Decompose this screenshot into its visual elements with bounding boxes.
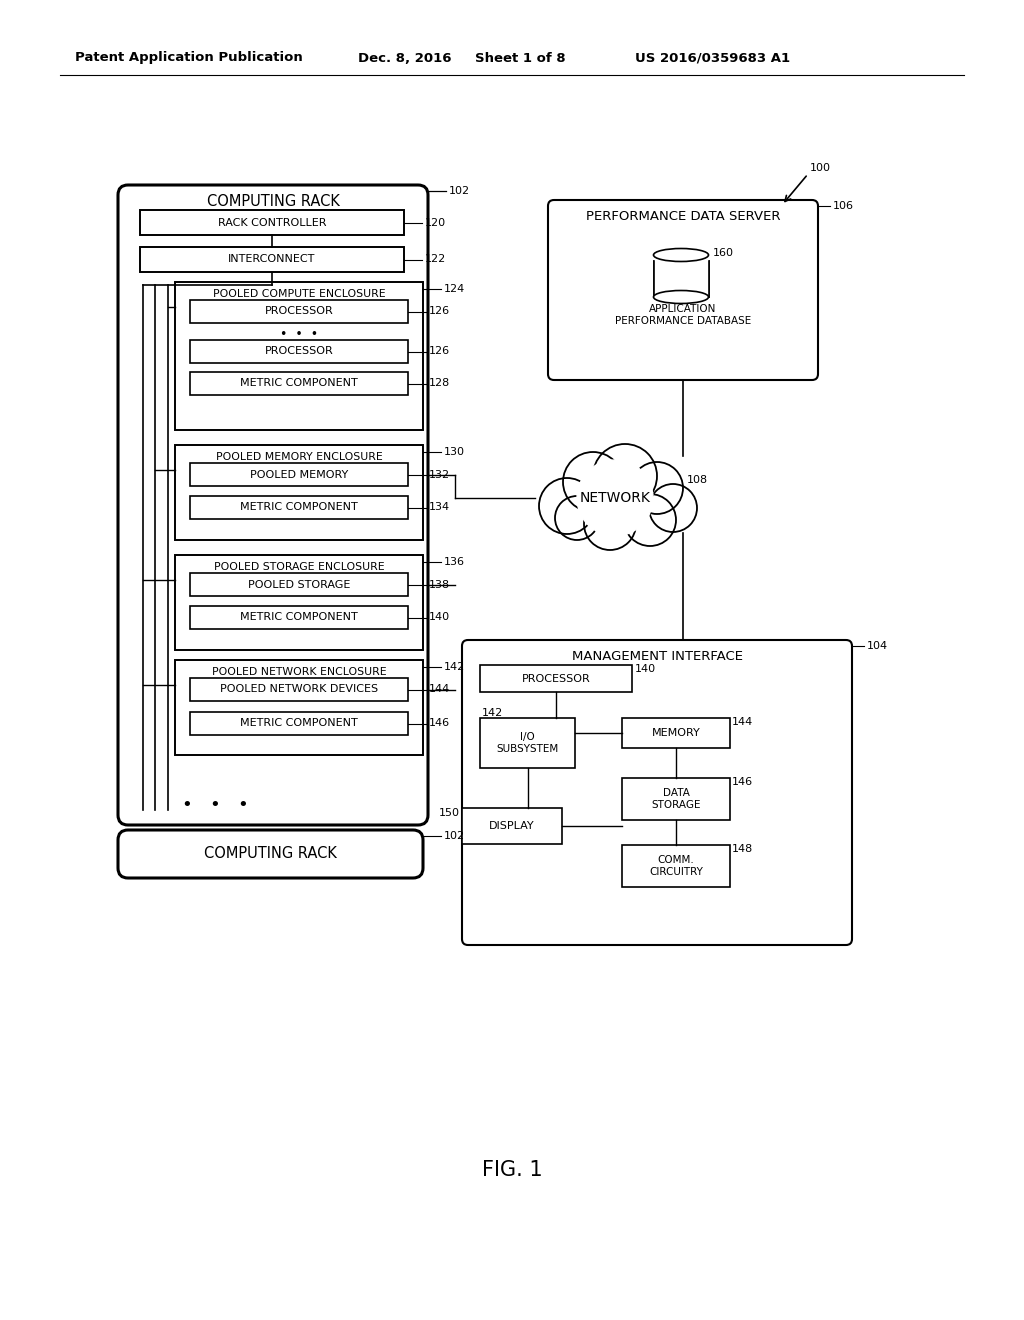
Text: 132: 132 xyxy=(429,470,451,479)
Ellipse shape xyxy=(653,248,709,261)
Text: METRIC COMPONENT: METRIC COMPONENT xyxy=(240,503,357,512)
Text: 136: 136 xyxy=(444,557,465,568)
Text: 146: 146 xyxy=(732,777,753,787)
Bar xyxy=(190,341,408,363)
Text: POOLED STORAGE ENCLOSURE: POOLED STORAGE ENCLOSURE xyxy=(214,562,384,572)
Bar xyxy=(462,808,562,843)
Text: 128: 128 xyxy=(429,379,451,388)
Circle shape xyxy=(555,496,599,540)
Text: 142: 142 xyxy=(444,663,465,672)
Text: •   •   •: • • • xyxy=(181,796,249,814)
Ellipse shape xyxy=(653,290,709,304)
Text: Patent Application Publication: Patent Application Publication xyxy=(75,51,303,65)
Bar xyxy=(190,573,408,597)
Text: Sheet 1 of 8: Sheet 1 of 8 xyxy=(475,51,565,65)
Text: 130: 130 xyxy=(444,447,465,457)
Text: DISPLAY: DISPLAY xyxy=(489,821,535,832)
Text: 108: 108 xyxy=(687,475,709,484)
Text: 126: 126 xyxy=(429,346,451,356)
Text: APPLICATION
PERFORMANCE DATABASE: APPLICATION PERFORMANCE DATABASE xyxy=(614,304,752,326)
Text: POOLED NETWORK ENCLOSURE: POOLED NETWORK ENCLOSURE xyxy=(212,667,386,677)
Bar xyxy=(190,711,408,735)
Text: POOLED MEMORY: POOLED MEMORY xyxy=(250,470,348,479)
Text: MANAGEMENT INTERFACE: MANAGEMENT INTERFACE xyxy=(571,649,742,663)
Text: •  •  •: • • • xyxy=(280,327,318,341)
Bar xyxy=(622,777,730,820)
Text: 126: 126 xyxy=(429,306,451,317)
Text: 160: 160 xyxy=(713,248,733,257)
Circle shape xyxy=(631,462,683,513)
Bar xyxy=(190,463,408,486)
Text: 102: 102 xyxy=(449,186,470,195)
Bar xyxy=(190,372,408,395)
Text: RACK CONTROLLER: RACK CONTROLLER xyxy=(218,218,327,227)
Bar xyxy=(140,247,404,272)
Text: I/O
SUBSYSTEM: I/O SUBSYSTEM xyxy=(497,733,559,754)
Bar xyxy=(190,496,408,519)
Bar xyxy=(622,845,730,887)
Text: POOLED COMPUTE ENCLOSURE: POOLED COMPUTE ENCLOSURE xyxy=(213,289,385,300)
Circle shape xyxy=(539,478,595,535)
Text: 146: 146 xyxy=(429,718,451,729)
Bar xyxy=(190,606,408,630)
Circle shape xyxy=(624,494,676,546)
Circle shape xyxy=(649,484,697,532)
Text: 134: 134 xyxy=(429,503,451,512)
Bar xyxy=(175,282,423,430)
Text: INTERCONNECT: INTERCONNECT xyxy=(228,255,315,264)
Circle shape xyxy=(577,459,653,536)
Text: PROCESSOR: PROCESSOR xyxy=(264,306,334,317)
Text: PROCESSOR: PROCESSOR xyxy=(521,673,591,684)
Text: 142: 142 xyxy=(482,708,503,718)
FancyBboxPatch shape xyxy=(548,201,818,380)
Bar xyxy=(190,300,408,323)
Circle shape xyxy=(563,451,623,512)
Text: 122: 122 xyxy=(425,255,446,264)
Text: DATA
STORAGE: DATA STORAGE xyxy=(651,788,700,809)
Bar xyxy=(175,445,423,540)
Text: METRIC COMPONENT: METRIC COMPONENT xyxy=(240,612,357,623)
Text: 100: 100 xyxy=(810,162,831,173)
Bar xyxy=(622,718,730,748)
Text: FIG. 1: FIG. 1 xyxy=(481,1160,543,1180)
Bar xyxy=(190,678,408,701)
Text: POOLED NETWORK DEVICES: POOLED NETWORK DEVICES xyxy=(220,685,378,694)
Text: PROCESSOR: PROCESSOR xyxy=(264,346,334,356)
Bar xyxy=(653,255,709,297)
Circle shape xyxy=(593,444,657,508)
Text: US 2016/0359683 A1: US 2016/0359683 A1 xyxy=(635,51,791,65)
Bar xyxy=(140,210,404,235)
Text: METRIC COMPONENT: METRIC COMPONENT xyxy=(240,718,357,729)
Text: 120: 120 xyxy=(425,218,446,227)
Text: 102: 102 xyxy=(444,832,465,841)
Text: 138: 138 xyxy=(429,579,451,590)
Text: PERFORMANCE DATA SERVER: PERFORMANCE DATA SERVER xyxy=(586,210,780,223)
Text: Dec. 8, 2016: Dec. 8, 2016 xyxy=(358,51,452,65)
Bar xyxy=(480,665,632,692)
Text: POOLED MEMORY ENCLOSURE: POOLED MEMORY ENCLOSURE xyxy=(216,451,382,462)
Text: 104: 104 xyxy=(867,642,888,651)
Text: POOLED STORAGE: POOLED STORAGE xyxy=(248,579,350,590)
Text: 144: 144 xyxy=(429,685,451,694)
Text: 140: 140 xyxy=(429,612,451,623)
Text: MEMORY: MEMORY xyxy=(651,729,700,738)
Bar xyxy=(175,660,423,755)
FancyBboxPatch shape xyxy=(118,830,423,878)
Bar xyxy=(175,554,423,649)
Bar xyxy=(480,718,575,768)
Text: 140: 140 xyxy=(635,664,656,675)
FancyBboxPatch shape xyxy=(118,185,428,825)
Text: METRIC COMPONENT: METRIC COMPONENT xyxy=(240,379,357,388)
FancyBboxPatch shape xyxy=(462,640,852,945)
Text: 148: 148 xyxy=(732,843,754,854)
Text: 150: 150 xyxy=(439,808,460,818)
Text: COMPUTING RACK: COMPUTING RACK xyxy=(204,846,337,862)
Text: 124: 124 xyxy=(444,284,465,294)
Text: COMPUTING RACK: COMPUTING RACK xyxy=(207,194,339,210)
Text: 144: 144 xyxy=(732,717,754,727)
Circle shape xyxy=(584,498,636,550)
Text: NETWORK: NETWORK xyxy=(580,491,650,506)
Text: COMM.
CIRCUITRY: COMM. CIRCUITRY xyxy=(649,855,702,876)
Text: 106: 106 xyxy=(833,201,854,211)
